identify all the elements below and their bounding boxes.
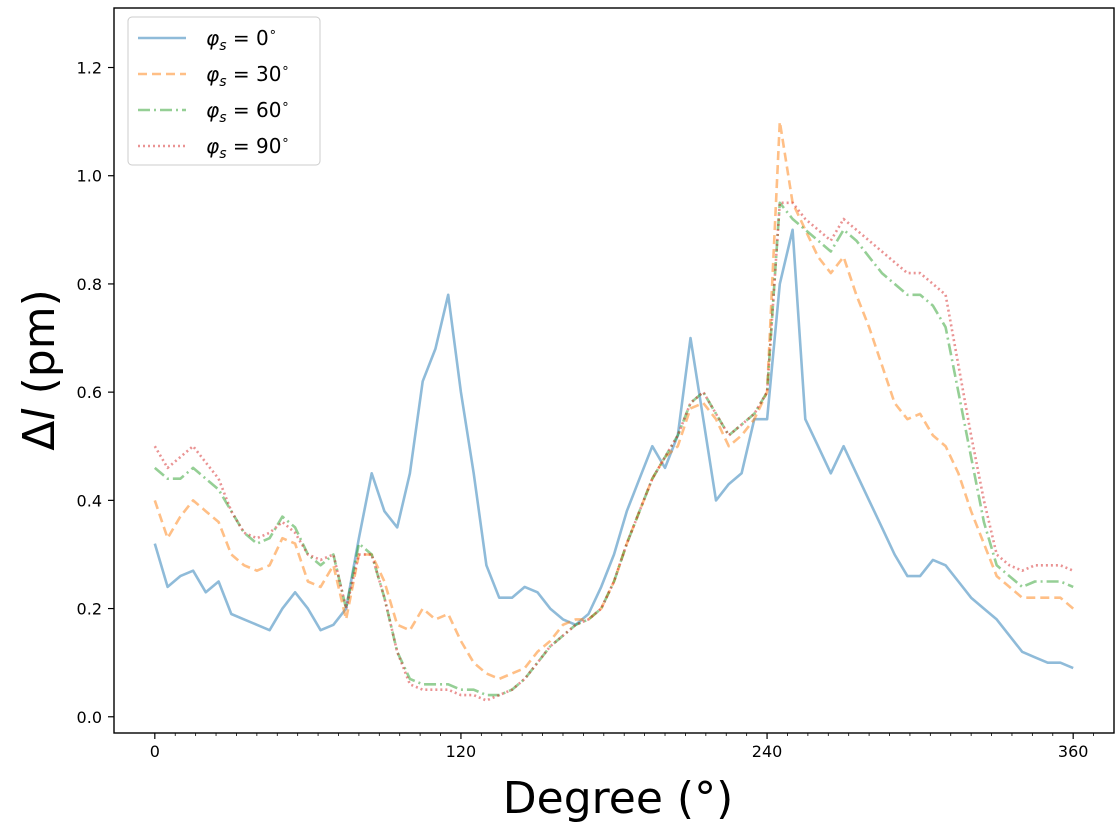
series-line-0 [153, 228, 1074, 670]
legend-entry-label: φs = 90∘ [206, 133, 290, 162]
x-tick-label: 240 [752, 742, 783, 761]
plot-frame [113, 7, 1115, 734]
x-axis-label: Degree (°) [503, 773, 733, 824]
y-tick-label: 0.8 [77, 275, 102, 294]
legend-entry-label: φs = 0∘ [206, 25, 277, 54]
y-tick-label: 1.2 [77, 59, 102, 78]
legend: φs = 0∘ φs = 30∘ φs = 60∘ φs = 90∘ [127, 16, 321, 166]
series-line-2 [153, 201, 1074, 697]
x-tick-label: 360 [1058, 742, 1089, 761]
y-axis-label: Δl (pm) [14, 289, 65, 450]
x-tick-label: 120 [446, 742, 477, 761]
y-tick-label: 1.0 [77, 167, 102, 186]
legend-box [127, 16, 321, 166]
series-layer [153, 120, 1075, 702]
legend-entry-label: φs = 60∘ [206, 97, 290, 126]
y-tick-label: 0.4 [77, 491, 102, 510]
y-tick-label: 0.0 [77, 708, 102, 727]
series-line-3 [153, 201, 1074, 702]
y-tick-label: 0.2 [77, 600, 102, 619]
legend-entry-label: φs = 30∘ [206, 61, 290, 90]
axes-layer: 0 120 240 360 0.0 0.2 0.4 0.6 0.8 1.0 1.2 [77, 59, 1094, 761]
y-tick-label: 0.6 [77, 383, 102, 402]
x-tick-label: 0 [150, 742, 160, 761]
